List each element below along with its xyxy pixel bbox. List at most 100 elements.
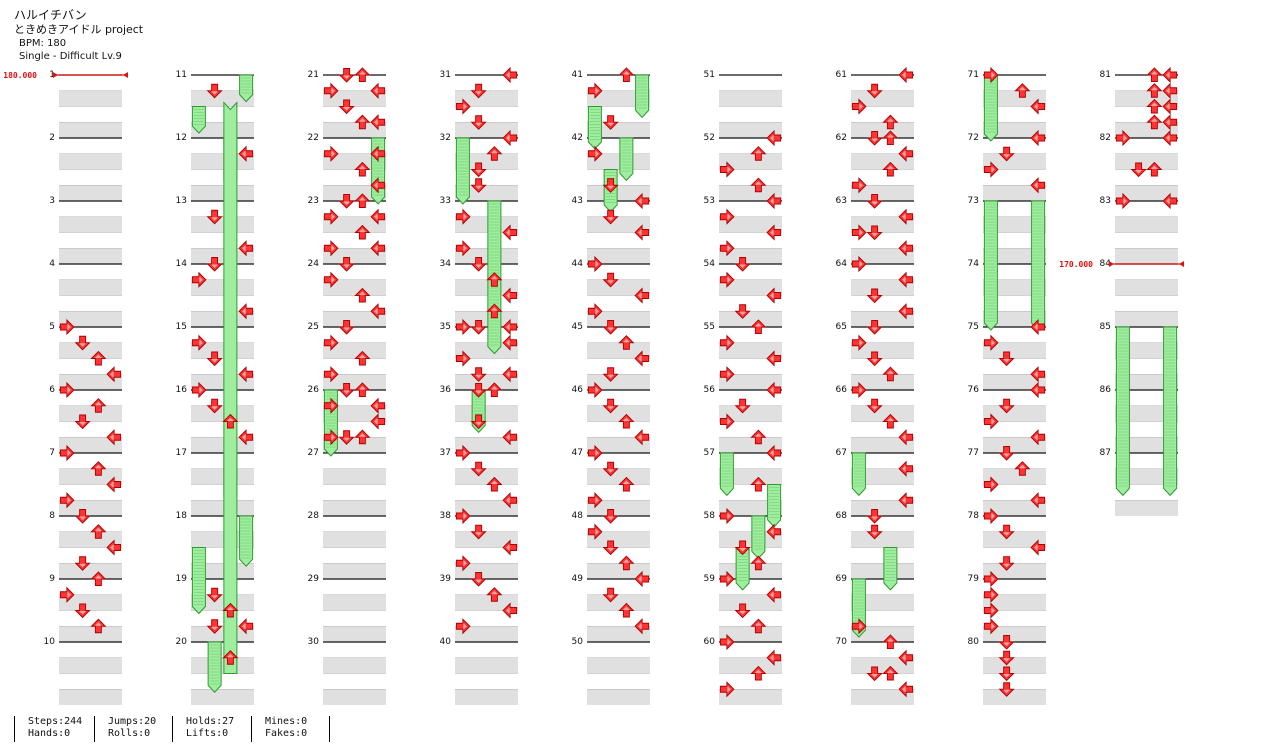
- arrow-right-icon: [370, 240, 386, 257]
- arrow-down-icon: [338, 320, 355, 335]
- beat-band: [719, 563, 782, 579]
- arrow-down-icon: [1130, 162, 1147, 178]
- arrow-highlight: [991, 71, 995, 79]
- measure-number: 72: [968, 133, 979, 143]
- arrow-down-icon: [866, 83, 883, 99]
- arrow-left-icon: [719, 240, 735, 257]
- beat-band: [455, 437, 518, 453]
- arrow-shape: [338, 99, 355, 115]
- arrow-down-icon: [866, 131, 883, 146]
- arrow-shape: [502, 224, 518, 241]
- arrow-highlight: [331, 150, 335, 158]
- arrow-left-icon: [983, 161, 999, 178]
- measure-number: 87: [1100, 448, 1111, 458]
- arrow-left-icon: [587, 255, 603, 273]
- beat-band: [719, 216, 782, 233]
- arrow-highlight: [1150, 118, 1158, 122]
- arrow-left-icon: [323, 429, 339, 446]
- arrow-shape: [1146, 83, 1163, 98]
- arrow-highlight: [727, 339, 731, 347]
- arrow-right-icon: [238, 145, 254, 162]
- measure-number: 29: [308, 574, 320, 584]
- arrow-shape: [882, 413, 899, 429]
- measure-number: 58: [704, 511, 716, 521]
- arrow-shape: [766, 649, 782, 666]
- beat-band: [455, 468, 518, 485]
- arrow-highlight: [1123, 197, 1127, 205]
- arrow-right-icon: [1030, 98, 1046, 115]
- arrow-shape: [618, 555, 635, 571]
- arrow-shape: [323, 397, 339, 414]
- arrow-highlight: [622, 71, 630, 75]
- beat-band: [851, 626, 914, 642]
- measure-number: 44: [572, 259, 584, 269]
- beat-band: [323, 689, 386, 705]
- arrow-highlight: [199, 276, 203, 284]
- arrow-right-icon: [370, 82, 386, 99]
- measure-number: 48: [572, 511, 584, 521]
- arrow-right-icon: [766, 129, 782, 147]
- beat-band: [455, 689, 518, 705]
- beat-band: [983, 531, 1046, 548]
- arrow-shape: [1162, 82, 1178, 99]
- arrow-highlight: [1166, 118, 1170, 126]
- arrow-highlight: [991, 607, 995, 614]
- arrow-highlight: [506, 323, 510, 331]
- arrow-highlight: [110, 433, 114, 441]
- arrow-up-icon: [618, 476, 635, 492]
- arrow-shape: [734, 257, 751, 272]
- beat-band: [587, 405, 650, 422]
- arrow-right-icon: [1030, 177, 1046, 194]
- beat-band: [59, 90, 122, 107]
- beat-band: [983, 437, 1046, 453]
- beat-band: [851, 90, 914, 107]
- arrow-highlight: [475, 469, 483, 473]
- arrow-right-icon: [766, 287, 782, 304]
- arrow-down-icon: [206, 351, 223, 367]
- arrow-right-icon: [766, 586, 782, 603]
- beat-band: [59, 279, 122, 296]
- arrow-down-icon: [338, 383, 355, 398]
- measure-number: 19: [176, 574, 188, 584]
- arrow-right-icon: [898, 460, 914, 477]
- measure-number: 5: [49, 322, 55, 332]
- arrow-left-icon: [719, 681, 735, 698]
- arrow-left-icon: [191, 334, 207, 351]
- arrow-shape: [370, 303, 386, 320]
- arrow-shape: [587, 303, 603, 320]
- arrow-shape: [898, 492, 914, 509]
- arrow-highlight: [374, 402, 378, 410]
- beat-band: [323, 185, 386, 201]
- arrow-shape: [602, 398, 619, 414]
- arrow-highlight: [859, 622, 863, 630]
- arrow-right-icon: [634, 192, 650, 210]
- measure-number: 27: [308, 448, 319, 458]
- arrow-shape: [587, 82, 603, 99]
- arrow-highlight: [1166, 197, 1170, 205]
- arrow-right-icon: [106, 429, 122, 446]
- arrow-highlight: [902, 150, 906, 158]
- arrow-shape: [898, 240, 914, 257]
- measure-number: 86: [1100, 385, 1112, 395]
- arrow-highlight: [94, 575, 102, 579]
- arrow-highlight: [1135, 170, 1143, 174]
- beat-band: [455, 405, 518, 422]
- beat-band: [719, 153, 782, 170]
- arrow-down-icon: [74, 335, 91, 351]
- beat-band: [851, 468, 914, 485]
- arrow-highlight: [739, 264, 747, 268]
- arrow-shape: [983, 570, 999, 588]
- arrow-highlight: [374, 244, 378, 252]
- arrow-highlight: [886, 134, 894, 138]
- arrow-highlight: [475, 185, 483, 190]
- beat-band: [323, 500, 386, 516]
- arrow-right-icon: [898, 492, 914, 509]
- arrow-highlight: [727, 575, 731, 583]
- arrow-left-icon: [587, 523, 603, 540]
- measure-number: 64: [836, 259, 848, 269]
- arrow-left-icon: [983, 570, 999, 588]
- arrow-shape: [882, 634, 899, 649]
- arrow-right-icon: [238, 366, 254, 383]
- arrow-shape: [587, 145, 603, 162]
- arrow-highlight: [358, 386, 366, 390]
